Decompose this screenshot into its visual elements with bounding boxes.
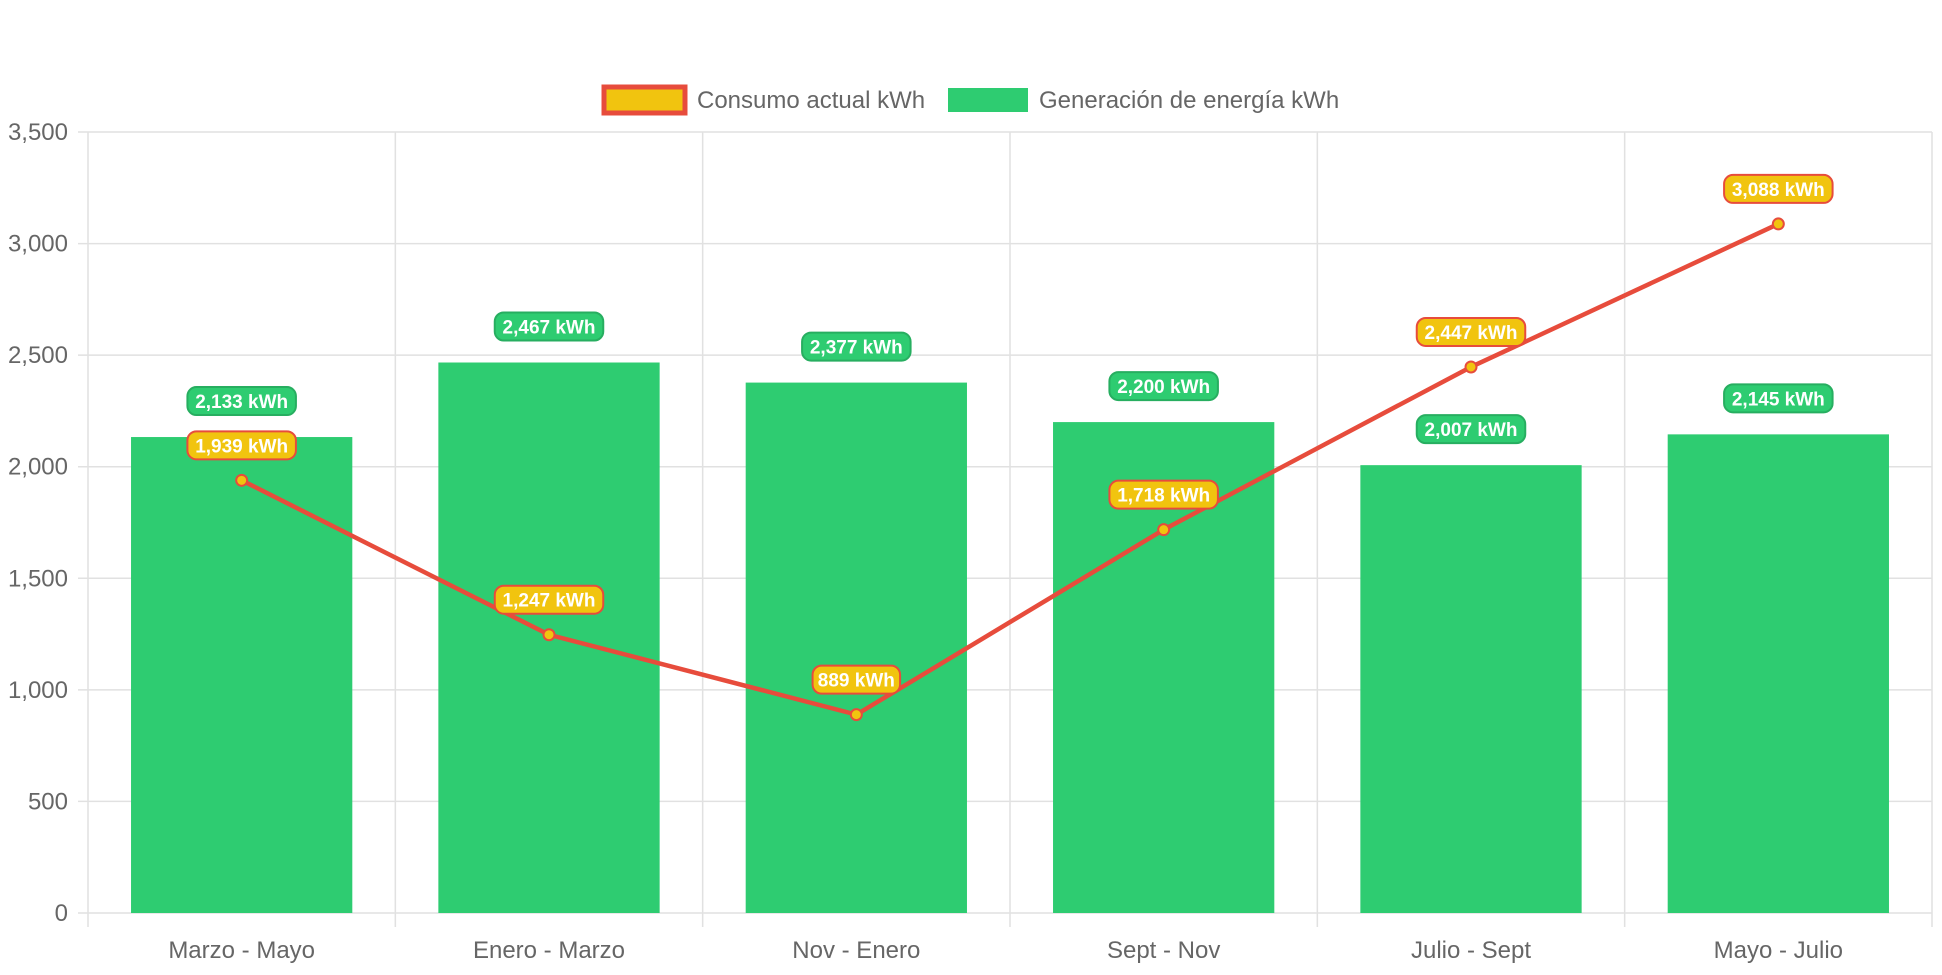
line-data-label: 1,247 kWh bbox=[493, 584, 605, 615]
bar-data-label-text: 2,377 kWh bbox=[810, 338, 903, 359]
legend-label-consumo: Consumo actual kWh bbox=[697, 87, 925, 114]
line-data-label-text: 1,247 kWh bbox=[503, 591, 596, 612]
bar-data-label: 2,200 kWh bbox=[1108, 371, 1219, 402]
bar-data-label: 2,007 kWh bbox=[1415, 414, 1527, 445]
bar-data-label: 2,133 kWh bbox=[186, 386, 297, 417]
x-tick-label: Sept - Nov bbox=[1107, 937, 1220, 964]
bar-data-label-text: 2,133 kWh bbox=[195, 392, 288, 413]
line-data-label-text: 1,718 kWh bbox=[1117, 486, 1210, 507]
line-data-label-bg bbox=[1415, 316, 1527, 347]
bar-data-label: 2,467 kWh bbox=[493, 311, 605, 342]
legend-item-consumo[interactable]: Consumo actual kWh bbox=[601, 84, 925, 116]
line-data-label-text: 889 kWh bbox=[818, 671, 895, 692]
y-tick-label: 2,500 bbox=[8, 342, 68, 369]
y-tick-label: 3,500 bbox=[8, 119, 68, 146]
bar-data-label-text: 2,145 kWh bbox=[1732, 389, 1825, 410]
line-data-label-text: 3,088 kWh bbox=[1732, 180, 1825, 201]
line-data-label-text: 2,447 kWh bbox=[1425, 323, 1518, 344]
legend-item-generacion[interactable]: Generación de energía kWh bbox=[948, 87, 1339, 114]
bar-data-label-bg bbox=[1415, 414, 1527, 445]
line-data-label: 889 kWh bbox=[811, 664, 902, 695]
bar bbox=[745, 382, 967, 913]
legend-label-generacion: Generación de energía kWh bbox=[1039, 87, 1339, 114]
x-tick-label: Marzo - Mayo bbox=[168, 937, 315, 964]
line-data-label-bg bbox=[811, 664, 902, 695]
bar-data-label-text: 2,007 kWh bbox=[1425, 420, 1518, 441]
line-data-label-bg bbox=[1108, 479, 1219, 510]
legend-swatch-consumo bbox=[601, 84, 688, 116]
x-tick-label: Mayo - Julio bbox=[1714, 937, 1843, 964]
bar-series bbox=[131, 362, 1889, 913]
bar-data-label-bg bbox=[186, 386, 297, 417]
bar-data-label-text: 2,467 kWh bbox=[503, 318, 596, 339]
line-point bbox=[1157, 523, 1171, 537]
x-tick-label: Julio - Sept bbox=[1411, 937, 1531, 964]
line-point bbox=[849, 708, 863, 722]
line-data-label: 3,088 kWh bbox=[1723, 173, 1834, 204]
line-data-label: 1,718 kWh bbox=[1108, 479, 1219, 510]
x-tick-label: Enero - Marzo bbox=[473, 937, 625, 964]
line-point bbox=[235, 473, 249, 487]
bar-data-label: 2,377 kWh bbox=[801, 331, 912, 362]
bar-data-label-bg bbox=[1723, 383, 1834, 414]
bar bbox=[1667, 434, 1889, 913]
y-tick-label: 0 bbox=[55, 900, 68, 927]
bar-data-label-bg bbox=[1108, 371, 1219, 402]
line-data-label-bg bbox=[493, 584, 605, 615]
line-point bbox=[1771, 217, 1785, 231]
y-tick-label: 2,000 bbox=[8, 454, 68, 481]
y-tick-label: 500 bbox=[28, 788, 68, 815]
bar-data-label: 2,145 kWh bbox=[1723, 383, 1834, 414]
line-point bbox=[542, 628, 556, 642]
data-labels: 2,133 kWh 2,467 kWh 2,377 kWh 2,200 kWh 2,00… bbox=[186, 173, 1834, 695]
bar-data-label-text: 2,200 kWh bbox=[1117, 377, 1210, 398]
line-data-label-bg bbox=[186, 430, 297, 461]
y-tick-label: 1,500 bbox=[8, 565, 68, 592]
line-data-label: 1,939 kWh bbox=[186, 430, 297, 461]
y-tick-label: 1,000 bbox=[8, 677, 68, 704]
legend[interactable]: Consumo actual kWh Generación de energía … bbox=[601, 84, 1339, 116]
axes: 0 500 1,000 1,500 2,000 2,500 3,000 3,500 Marzo … bbox=[8, 119, 1843, 964]
legend-swatch-generacion bbox=[948, 88, 1028, 112]
y-tick-label: 3,000 bbox=[8, 231, 68, 258]
line-point bbox=[1464, 360, 1478, 374]
grid bbox=[78, 131, 1933, 927]
line-data-label: 2,447 kWh bbox=[1415, 316, 1527, 347]
x-tick-label: Nov - Enero bbox=[792, 937, 920, 964]
bar-data-label-bg bbox=[493, 311, 605, 342]
line-data-label-text: 1,939 kWh bbox=[195, 436, 288, 457]
bar-data-label-bg bbox=[801, 331, 912, 362]
bar bbox=[131, 437, 353, 913]
line-data-label-bg bbox=[1723, 173, 1834, 204]
bar bbox=[1360, 465, 1582, 913]
